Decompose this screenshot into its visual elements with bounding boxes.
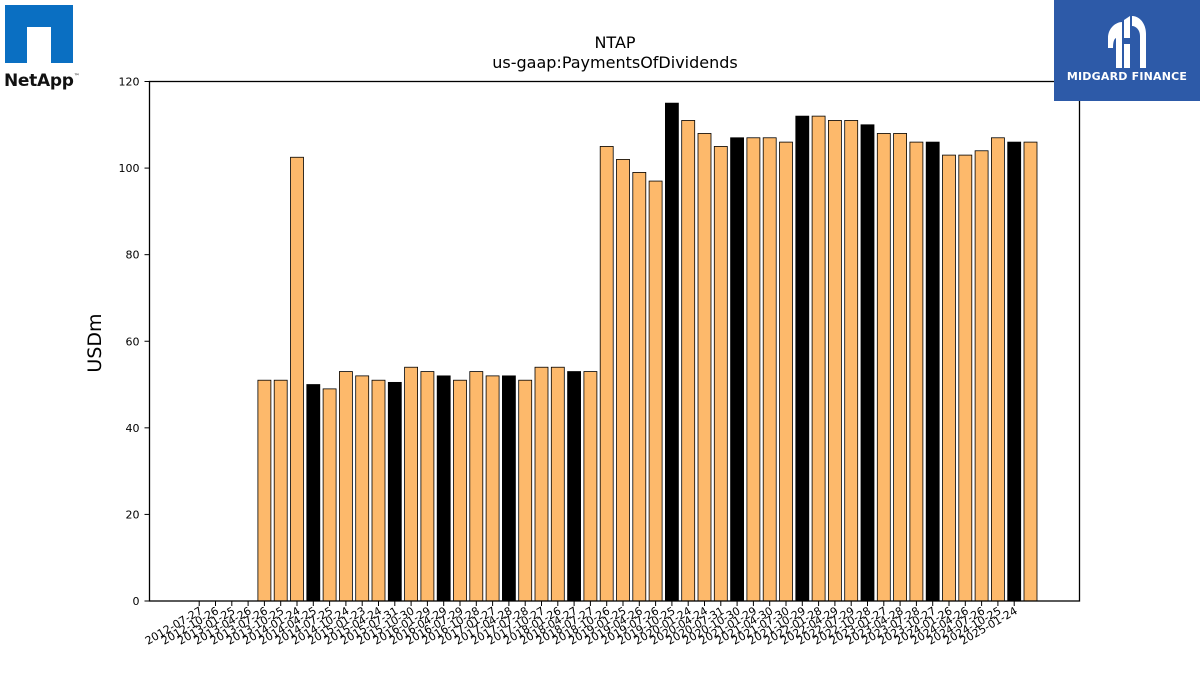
bar-2024-10-25 bbox=[991, 137, 1005, 602]
bar-2022-07-29 bbox=[844, 120, 859, 602]
midgard-wordmark: MIDGARD FINANCE bbox=[1066, 70, 1188, 83]
bar-2016-04-29 bbox=[436, 375, 451, 602]
y-tick-label: 40 bbox=[126, 422, 140, 435]
chart-subtitle: us-gaap:PaymentsOfDividends bbox=[492, 53, 737, 72]
chart-title: NTAP bbox=[594, 33, 635, 52]
midgard-mark-icon bbox=[1108, 16, 1146, 68]
bar-2015-10-30 bbox=[404, 366, 419, 602]
bar-2024-07-26 bbox=[974, 150, 989, 602]
bar-2015-07-31 bbox=[387, 381, 402, 602]
bar-2019-04-26 bbox=[632, 172, 647, 602]
bar-2017-04-28 bbox=[501, 375, 516, 602]
bar-2014-07-25 bbox=[322, 388, 337, 602]
bar-2016-07-29 bbox=[453, 379, 467, 602]
bar-2014-04-25 bbox=[306, 384, 321, 602]
bar-2018-07-27 bbox=[583, 371, 598, 602]
y-tick-label: 20 bbox=[126, 508, 140, 521]
bar-2025-01-24 bbox=[1007, 141, 1022, 602]
bar-2019-01-25 bbox=[616, 159, 630, 602]
bar-2019-07-26 bbox=[648, 180, 663, 602]
y-axis-label: USDm bbox=[84, 313, 106, 372]
bar-2020-01-24 bbox=[681, 120, 696, 602]
bar-2017-01-27 bbox=[485, 375, 500, 602]
bar-2022-01-28 bbox=[811, 115, 826, 602]
netapp-mark-icon bbox=[5, 5, 73, 63]
bar-2024-04-26 bbox=[958, 154, 973, 602]
y-tick-label: 0 bbox=[133, 595, 140, 608]
bar-2021-01-29 bbox=[746, 137, 761, 602]
bar-2019-10-25 bbox=[665, 102, 679, 602]
bar-2013-07-26 bbox=[257, 379, 272, 602]
bar-2023-04-28 bbox=[893, 133, 907, 602]
bar-2017-07-28 bbox=[518, 379, 533, 602]
bar-2020-07-31 bbox=[713, 146, 728, 602]
bar-undefined bbox=[1023, 141, 1038, 602]
bar-2021-04-30 bbox=[762, 137, 777, 602]
bar-2021-07-30 bbox=[779, 141, 793, 602]
netapp-logo: NetApp™ bbox=[4, 5, 84, 95]
bar-2022-10-28 bbox=[860, 124, 875, 602]
plot-frame bbox=[148, 80, 1081, 602]
y-tick-label: 120 bbox=[119, 76, 140, 89]
bar-2023-10-27 bbox=[925, 141, 940, 602]
midgard-finance-logo: MIDGARD FINANCE bbox=[1054, 0, 1200, 101]
bar-2023-01-27 bbox=[876, 133, 891, 602]
bar-2020-10-30 bbox=[730, 137, 744, 602]
bar-2016-01-29 bbox=[420, 371, 435, 602]
y-tick-label: 60 bbox=[126, 335, 140, 348]
bar-2014-01-24 bbox=[290, 156, 304, 602]
y-tick-label: 100 bbox=[119, 162, 140, 175]
bar-2020-04-24 bbox=[697, 133, 712, 602]
bar-2015-01-23 bbox=[355, 375, 370, 602]
y-tick-label: 80 bbox=[126, 249, 140, 262]
bar-2021-10-29 bbox=[795, 115, 810, 602]
bar-2017-10-27 bbox=[534, 366, 549, 602]
bar-2022-04-29 bbox=[828, 120, 842, 602]
bar-2018-10-26 bbox=[599, 146, 614, 602]
bar-2018-01-26 bbox=[550, 366, 565, 602]
bar-2014-10-24 bbox=[338, 371, 353, 602]
netapp-wordmark: NetApp™ bbox=[4, 71, 80, 91]
bar-2018-04-27 bbox=[567, 371, 581, 602]
bar-2015-04-24 bbox=[371, 379, 386, 602]
bar-2013-10-25 bbox=[273, 379, 288, 602]
bar-2023-07-28 bbox=[909, 141, 924, 602]
bar-2024-01-26 bbox=[942, 154, 956, 602]
bar-2016-10-28 bbox=[469, 371, 484, 602]
